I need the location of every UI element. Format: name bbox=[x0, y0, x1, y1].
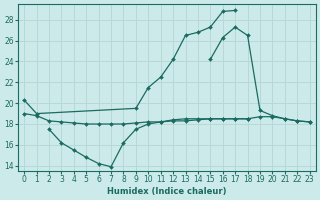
X-axis label: Humidex (Indice chaleur): Humidex (Indice chaleur) bbox=[107, 187, 227, 196]
